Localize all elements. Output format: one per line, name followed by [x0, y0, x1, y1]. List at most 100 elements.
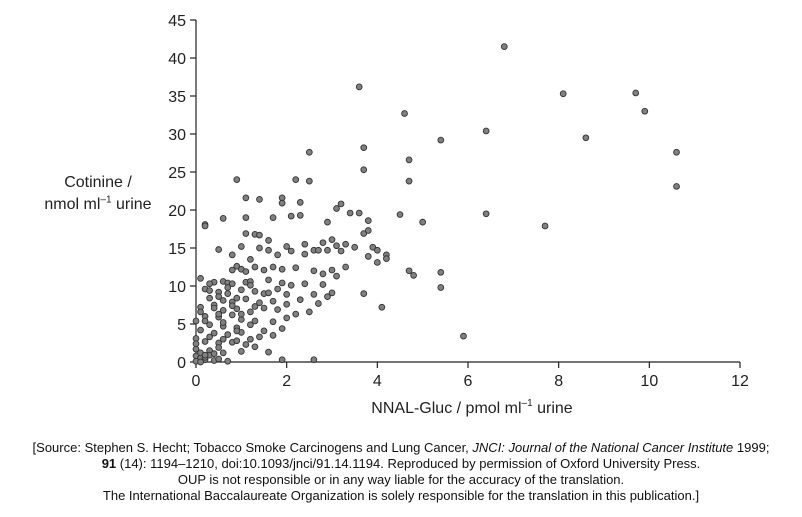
data-point	[355, 209, 363, 217]
data-point	[401, 110, 408, 117]
y-axis-label-line2: nmol ml–1 urine	[44, 194, 152, 213]
data-point	[337, 200, 345, 208]
data-point	[215, 246, 223, 253]
data-point	[287, 247, 295, 255]
data-point	[342, 240, 349, 248]
y-tick-label: 15	[168, 241, 186, 258]
data-point	[373, 246, 381, 254]
data-point	[278, 325, 286, 332]
y-tick-label: 25	[168, 165, 186, 182]
data-point	[360, 230, 368, 237]
data-point	[192, 340, 200, 348]
data-point	[256, 244, 263, 252]
data-point	[283, 291, 291, 298]
data-point	[360, 166, 368, 174]
data-point	[315, 246, 322, 254]
data-point	[310, 291, 318, 298]
data-point	[201, 351, 209, 359]
data-point	[482, 210, 490, 218]
data-point	[305, 308, 313, 316]
data-point	[206, 280, 213, 288]
data-point	[292, 310, 300, 318]
data-point	[283, 243, 291, 250]
data-point	[210, 350, 218, 357]
data-point	[437, 136, 445, 144]
data-point	[324, 246, 331, 254]
data-point	[559, 90, 567, 98]
data-point	[237, 243, 245, 250]
data-point	[224, 357, 232, 365]
data-point	[328, 289, 336, 297]
data-point	[237, 286, 245, 294]
data-point	[405, 177, 413, 185]
data-point	[256, 196, 263, 203]
data-point	[233, 337, 241, 345]
data-point	[274, 285, 281, 293]
data-point	[369, 243, 377, 251]
data-point	[251, 303, 259, 310]
data-point	[305, 148, 313, 156]
data-point	[324, 218, 331, 226]
y-tick-label: 30	[168, 127, 186, 144]
data-point	[242, 295, 250, 303]
data-point	[228, 311, 236, 319]
data-point	[251, 317, 259, 325]
data-point	[333, 272, 340, 280]
data-point	[228, 251, 236, 259]
data-point	[324, 293, 331, 300]
source-line-4: The International Baccalaureate Organiza…	[102, 488, 700, 503]
data-point	[242, 341, 250, 348]
data-point	[219, 215, 227, 222]
data-point	[265, 276, 272, 284]
data-point	[265, 237, 272, 244]
data-point	[219, 297, 227, 304]
data-point	[215, 355, 223, 363]
y-tick-label: 20	[168, 203, 186, 220]
data-point	[673, 148, 680, 156]
data-point	[206, 333, 213, 341]
data-point	[641, 107, 649, 115]
data-point	[351, 243, 359, 251]
data-point	[269, 297, 277, 305]
data-point	[500, 43, 508, 50]
y-tick-label: 0	[177, 355, 186, 372]
y-tick-label: 5	[177, 317, 186, 334]
data-point	[260, 266, 268, 274]
data-point	[460, 332, 467, 340]
data-point	[247, 308, 254, 316]
data-point	[192, 317, 200, 325]
data-point	[215, 310, 223, 318]
data-point	[405, 267, 413, 275]
data-point	[319, 239, 327, 247]
data-point	[310, 267, 318, 275]
data-point	[233, 294, 241, 302]
data-point	[373, 259, 381, 266]
data-point	[224, 290, 232, 297]
data-point	[278, 279, 286, 287]
y-tick-label: 10	[168, 279, 186, 296]
data-point	[410, 272, 417, 279]
data-point	[260, 304, 268, 312]
data-point	[319, 281, 327, 288]
data-point	[364, 253, 372, 260]
data-point	[242, 268, 250, 275]
data-point	[224, 331, 232, 338]
data-point	[219, 349, 227, 357]
data-point	[201, 222, 209, 230]
y-axis-label: Cotinine / nmol ml–1 urine	[38, 172, 158, 216]
data-point	[355, 83, 363, 91]
data-point	[310, 356, 318, 364]
data-point	[278, 265, 286, 273]
x-tick-label: 2	[282, 373, 291, 390]
data-point	[342, 263, 349, 271]
data-point	[197, 358, 204, 366]
data-point	[360, 144, 368, 152]
data-point	[224, 284, 232, 291]
x-tick-label: 0	[192, 373, 201, 390]
x-tick-label: 6	[464, 373, 473, 390]
data-point	[215, 293, 223, 300]
source-line-3: OUP is not responsible or in any way lia…	[177, 472, 625, 487]
data-point	[247, 281, 254, 289]
data-point	[328, 236, 336, 243]
x-tick-label: 4	[373, 373, 382, 390]
